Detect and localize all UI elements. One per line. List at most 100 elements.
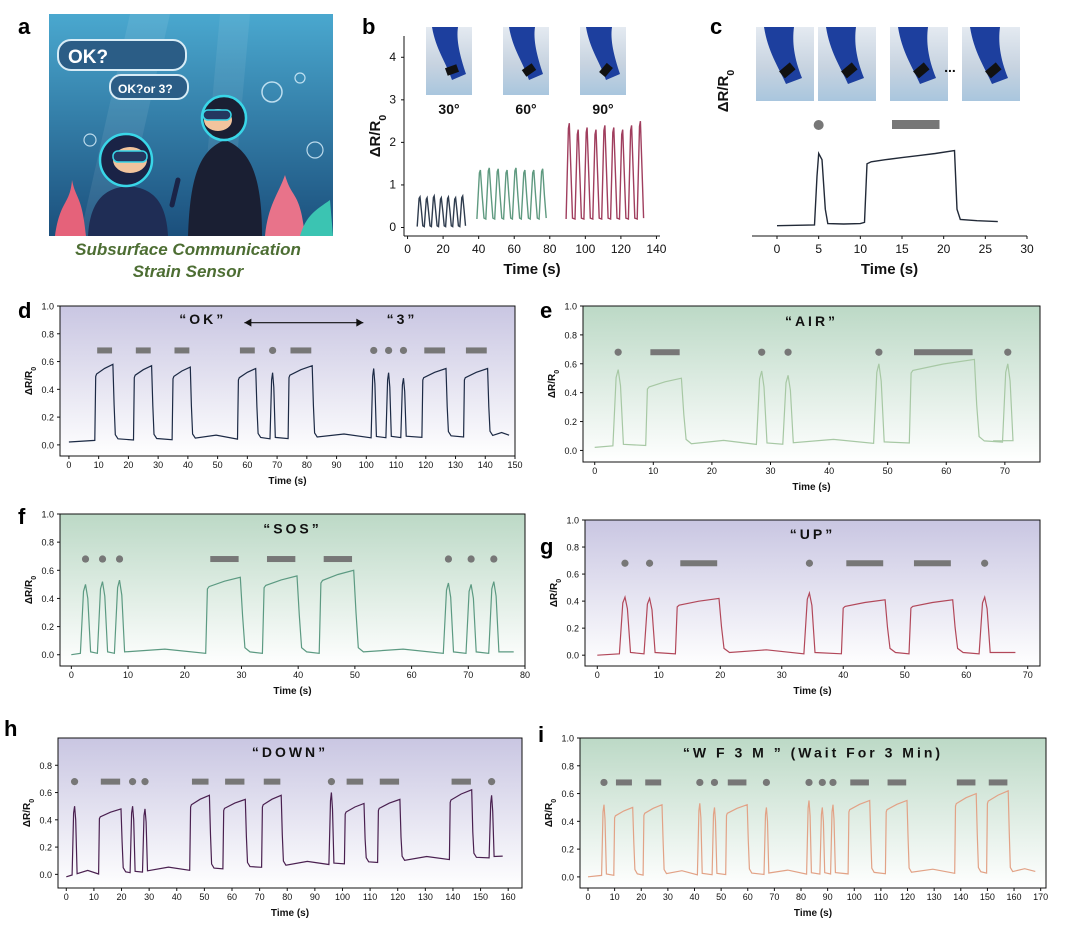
y-tick-label: 1.0: [561, 734, 574, 744]
sensor-band-shape: [841, 62, 858, 79]
x-tick-label: 160: [1007, 892, 1022, 902]
gesture-bar-marker: [615, 779, 632, 786]
gesture-bar-marker: [887, 779, 907, 786]
x-tick-label: 80: [282, 892, 292, 902]
gesture-dot-marker: [141, 778, 149, 786]
panel-letter-i: i: [538, 722, 544, 747]
y-tick-label: 0.4: [564, 388, 577, 398]
x-tick-label: 30: [1020, 242, 1034, 256]
gesture-dot-marker: [645, 559, 654, 567]
x-tick-label: 40: [689, 892, 699, 902]
series-line: [68, 363, 510, 443]
bubble-shape: [83, 133, 97, 147]
x-tick-label: 110: [363, 892, 377, 902]
sensor-band-shape: [779, 62, 796, 79]
y-tick-label: 0.4: [561, 817, 574, 827]
y-tick-label: 3: [389, 92, 396, 106]
gesture-bar-marker: [239, 347, 255, 354]
y-tick-label: 0.6: [561, 789, 574, 799]
sensor-band-shape: [985, 62, 1002, 79]
x-axis-label: Time (s): [794, 908, 832, 919]
y-tick-label: 0.8: [41, 538, 54, 548]
x-tick-label: 60: [743, 892, 753, 902]
gesture-bar-marker: [850, 779, 869, 786]
gesture-bar-marker: [174, 347, 190, 354]
x-tick-label: 0: [585, 892, 590, 902]
bubble-shape: [306, 141, 324, 159]
chart-panel-f: f 0 10 20 30 40 50 60 70 80 0.0 0.2 0.4 0.6 0.8 1.0 Time…: [18, 504, 530, 697]
x-tick-label: 40: [472, 242, 486, 256]
x-tick-label: 10: [89, 892, 99, 902]
x-tick-label: 40: [172, 892, 182, 902]
plot-frame: [57, 737, 523, 889]
gesture-bar-marker: [290, 347, 312, 354]
x-tick-label: 130: [927, 892, 942, 902]
plot-background: [60, 514, 525, 666]
x-tick-label: 60: [242, 460, 252, 470]
word-title-3: “3”: [387, 311, 418, 327]
y-axis-label: ΔR/R0: [549, 579, 563, 607]
gesture-dot-marker: [327, 778, 336, 786]
gesture-dot-marker: [70, 778, 79, 786]
series-line: [71, 569, 514, 656]
x-tick-label: 30: [236, 670, 246, 680]
x-tick-label: 30: [765, 466, 775, 476]
chart-panel-i: i 0 10 20 30 40 50 60 70 80 90 100 110 120 130 140 150 16…: [538, 722, 1048, 919]
x-tick-label: 140: [478, 460, 493, 470]
gesture-dot-marker: [813, 120, 824, 130]
y-tick-label: 0.4: [566, 597, 579, 607]
y-axis-label: ΔR/R0: [22, 799, 36, 827]
y-tick-label: 0.0: [39, 870, 52, 880]
panel-letter-f: f: [18, 504, 26, 529]
x-tick-label: 50: [716, 892, 726, 902]
panel-letter-c: c: [710, 14, 722, 39]
y-tick-label: 0.2: [561, 845, 574, 855]
x-tick-label: 50: [213, 460, 223, 470]
x-tick-label: 150: [473, 892, 488, 902]
y-axis-label: ΔR/R0: [24, 367, 38, 395]
caption-line-1: Subsurface Communication: [75, 240, 301, 259]
caption-line-2: Strain Sensor: [133, 262, 245, 281]
x-tick-label: 140: [445, 892, 460, 902]
x-tick-label: 20: [937, 242, 951, 256]
gesture-dot-marker: [370, 346, 378, 355]
gesture-bar-marker: [210, 556, 239, 563]
x-tick-label: 10: [94, 460, 104, 470]
y-tick-label: 0.0: [41, 440, 54, 450]
word-title: “DOWN”: [252, 744, 328, 760]
gesture-bar-marker: [135, 347, 151, 354]
y-tick-label: 1.0: [564, 302, 577, 312]
plot-background: [583, 306, 1040, 462]
gesture-bar-marker: [645, 779, 662, 786]
hand-glove-shape: [586, 27, 620, 80]
x-axis-label: Time (s): [792, 482, 830, 493]
panel-letter-h: h: [4, 716, 17, 741]
gesture-bar-marker: [424, 347, 446, 354]
x-tick-label: 140: [646, 242, 666, 256]
chart-panel-d: d 0 10 20 30 40 50 60 70 80 90 100 110 120 130 140 150 0.…: [18, 298, 523, 487]
y-tick-label: 1.0: [566, 516, 579, 526]
gesture-bar-marker: [988, 779, 1008, 786]
gesture-dot-marker: [805, 778, 813, 787]
panel-letter-g: g: [540, 534, 553, 559]
x-axis-label: Time (s): [861, 261, 918, 278]
x-tick-label: 70: [769, 892, 779, 902]
x-tick-label: 50: [883, 466, 893, 476]
y-tick-label: 1: [389, 177, 396, 191]
y-axis-label: ΔR/R0: [715, 70, 737, 113]
sensor-band-shape: [444, 64, 460, 76]
y-tick-label: 1.0: [41, 302, 54, 312]
x-tick-label: 0: [404, 242, 411, 256]
x-tick-label: 20: [123, 460, 133, 470]
x-tick-label: 120: [611, 242, 631, 256]
speech-bubble-2: [109, 74, 189, 100]
y-tick-label: 0.8: [41, 329, 54, 339]
x-tick-label: 130: [448, 460, 463, 470]
x-tick-label: 90: [310, 892, 320, 902]
bubble-shape: [261, 81, 283, 103]
hand-glove-shape: [509, 27, 543, 80]
coral-shape: [55, 180, 86, 236]
series-line-0: [416, 193, 467, 228]
y-tick-label: 0.0: [564, 446, 577, 456]
